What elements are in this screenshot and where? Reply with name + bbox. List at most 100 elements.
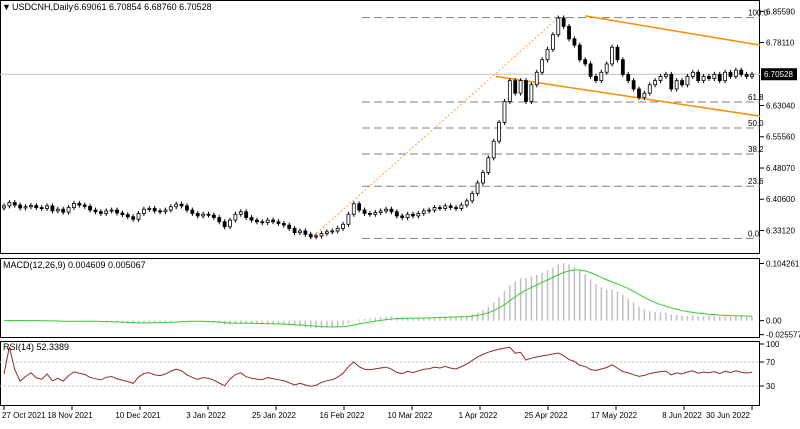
candle-body xyxy=(249,217,254,221)
candle-body xyxy=(394,211,399,217)
time-axis-label: 16 Feb 2022 xyxy=(320,411,365,420)
candle-body xyxy=(50,205,55,212)
candle-body xyxy=(459,204,464,209)
candle-body xyxy=(125,214,130,218)
candle-body xyxy=(567,25,571,40)
candle-body xyxy=(540,59,545,73)
candle-body xyxy=(362,209,367,214)
main-pane: 100.0 61.8 50.0 38.2 23.6 0.0 xyxy=(0,9,769,240)
candle-body xyxy=(443,205,448,209)
candle-body xyxy=(583,59,588,65)
price-axis-label: 6.63040 xyxy=(766,102,795,111)
candle-body xyxy=(233,213,238,221)
candle-body xyxy=(346,213,351,225)
candle-body xyxy=(728,71,733,77)
macd-axis-label: 0.00 xyxy=(766,317,782,326)
candle-body xyxy=(685,76,690,86)
header-triangle-icon[interactable]: ▼ xyxy=(2,2,11,12)
time-axis-label: 25 Apr 2022 xyxy=(524,411,568,420)
candle-body xyxy=(115,209,119,214)
candle-body xyxy=(733,69,738,77)
candle-body xyxy=(314,235,319,238)
time-axis-label: 18 Nov 2021 xyxy=(47,411,93,420)
candle-body xyxy=(72,202,76,208)
candle-body xyxy=(142,208,146,214)
candle-body xyxy=(292,228,297,234)
candle-body xyxy=(744,73,749,77)
price-axis-label: 6.33120 xyxy=(766,226,795,235)
candle-body xyxy=(411,213,415,217)
candle-body xyxy=(475,182,480,194)
candle-body xyxy=(432,207,437,211)
candle-body xyxy=(152,208,157,212)
candle-body xyxy=(594,76,598,82)
candle-body xyxy=(642,92,647,98)
candle-body xyxy=(190,209,195,214)
candle-body xyxy=(707,76,711,79)
candle-body xyxy=(104,210,109,214)
rsi-axis-label: 100 xyxy=(766,340,780,349)
candle-body xyxy=(620,59,625,75)
candle-body xyxy=(384,208,388,212)
candle-body xyxy=(179,203,184,207)
candle-body xyxy=(486,157,491,173)
candle-body xyxy=(55,208,60,212)
candle-body xyxy=(2,205,6,209)
candle-body xyxy=(631,80,636,90)
candle-body xyxy=(185,205,189,211)
fib-level-label: 38.2 xyxy=(748,145,764,154)
candle-body xyxy=(615,46,620,61)
candle-body xyxy=(378,210,383,213)
candle-body xyxy=(217,217,222,223)
candle-body xyxy=(658,76,663,82)
candle-body xyxy=(287,224,292,229)
rsi-axis-label: 30 xyxy=(766,382,775,391)
candle-body xyxy=(712,73,717,79)
candle-body xyxy=(556,17,561,36)
current-price-label: 6.70528 xyxy=(764,70,793,79)
price-axis-label: 6.55560 xyxy=(766,133,795,142)
candle-body xyxy=(158,210,162,213)
candle-body xyxy=(168,206,173,211)
macd-pane-frame xyxy=(0,258,760,338)
candle-body xyxy=(427,209,432,212)
candle-body xyxy=(497,121,501,142)
candle-body xyxy=(82,204,87,207)
candle-body xyxy=(34,205,39,208)
candle-body xyxy=(389,208,394,213)
candle-body xyxy=(131,216,136,220)
fib-level-label: 61.8 xyxy=(748,93,764,102)
candle-body xyxy=(701,76,706,82)
axes: 6.85590 6.78110 6.63040 6.55560 6.48070 6.406… xyxy=(2,7,800,420)
candle-body xyxy=(174,203,179,208)
candle-body xyxy=(238,211,243,215)
candle-body xyxy=(696,71,701,82)
candle-body xyxy=(98,211,103,214)
fib-level-label: 50.0 xyxy=(748,119,764,128)
time-axis-label: 27 Oct 2021 xyxy=(2,411,46,420)
macd-pane xyxy=(3,263,753,329)
time-axis-label: 10 Mar 2022 xyxy=(388,411,433,420)
candle-body xyxy=(163,209,168,213)
candle-body xyxy=(561,17,566,27)
candle-body xyxy=(572,38,577,46)
candle-body xyxy=(201,213,206,217)
candle-body xyxy=(550,34,555,50)
candle-body xyxy=(206,213,211,216)
fib-trendline xyxy=(310,17,559,239)
macd-label: MACD(12,26,9) 0.004609 0.005067 xyxy=(3,260,146,270)
candle-body xyxy=(470,192,475,202)
candle-body xyxy=(29,205,33,208)
candle-body xyxy=(324,231,329,234)
rsi-axis-label: 70 xyxy=(766,358,775,367)
candle-body xyxy=(265,219,270,224)
channel-lower-line xyxy=(495,75,761,117)
candle-body xyxy=(303,230,308,235)
candle-body xyxy=(405,213,410,218)
candle-body xyxy=(545,48,550,61)
candle-body xyxy=(271,219,275,223)
candle-body xyxy=(491,140,496,159)
candle-body xyxy=(534,71,539,86)
